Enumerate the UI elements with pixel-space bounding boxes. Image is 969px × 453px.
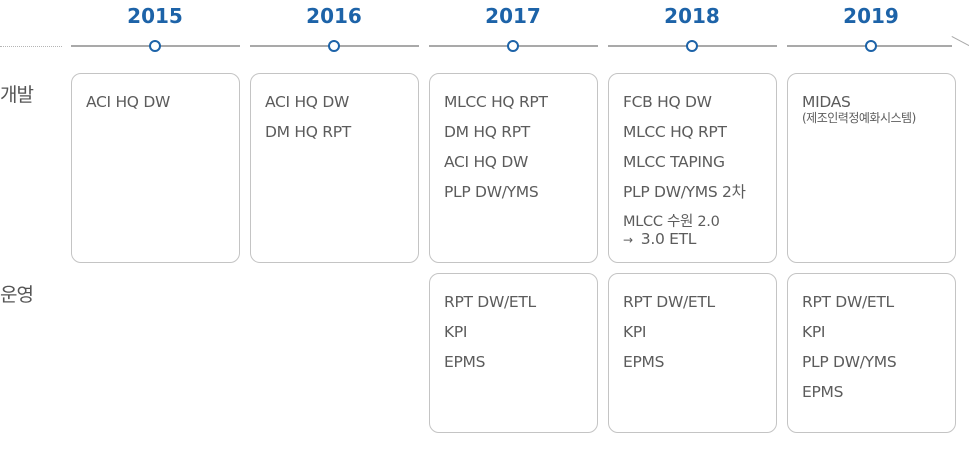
timeline-node-2015	[149, 40, 161, 52]
card-item: DM HQ RPT	[444, 123, 530, 141]
dev-card-2017: MLCC HQ RPT DM HQ RPT ACI HQ DW PLP DW/Y…	[429, 73, 598, 263]
card-item: ACI HQ DW	[265, 93, 349, 111]
year-2015: 2015	[127, 4, 183, 28]
card-item: MLCC TAPING	[623, 153, 725, 171]
dev-card-2019: MIDAS (제조인력정예화시스템)	[787, 73, 956, 263]
card-item: DM HQ RPT	[265, 123, 351, 141]
card-item: KPI	[623, 323, 647, 341]
year-2019: 2019	[843, 4, 899, 28]
timeline-start-dots	[0, 46, 62, 47]
card-item: MLCC 수원 2.0	[623, 214, 720, 230]
timeline-arrow-icon	[945, 36, 969, 57]
card-item-continuation: → 3.0 ETL	[623, 230, 776, 249]
dev-card-2015: ACI HQ DW	[71, 73, 240, 263]
card-item: PLP DW/YMS	[802, 353, 897, 371]
card-item: RPT DW/ETL	[623, 293, 715, 311]
card-item: PLP DW/YMS	[444, 183, 539, 201]
card-item-subtitle: (제조인력정예화시스템)	[802, 111, 916, 125]
row-label-dev: 개발	[0, 84, 34, 106]
card-item: EPMS	[802, 383, 844, 401]
card-item: KPI	[444, 323, 468, 341]
year-2017: 2017	[485, 4, 541, 28]
card-item: RPT DW/ETL	[444, 293, 536, 311]
timeline-node-2016	[328, 40, 340, 52]
card-item-text: 3.0 ETL	[640, 230, 697, 248]
card-item: FCB HQ DW	[623, 93, 712, 111]
card-item: MIDAS	[802, 93, 851, 111]
card-item: EPMS	[623, 353, 665, 371]
dev-card-2018: FCB HQ DW MLCC HQ RPT MLCC TAPING PLP DW…	[608, 73, 777, 263]
card-item: PLP DW/YMS 2차	[623, 183, 746, 201]
dev-card-2016: ACI HQ DW DM HQ RPT	[250, 73, 419, 263]
card-item: EPMS	[444, 353, 486, 371]
card-item: MLCC HQ RPT	[623, 123, 727, 141]
ops-card-2017: RPT DW/ETL KPI EPMS	[429, 273, 598, 433]
card-item: ACI HQ DW	[444, 153, 528, 171]
card-item: KPI	[802, 323, 826, 341]
timeline-node-2019	[865, 40, 877, 52]
ops-card-2019: RPT DW/ETL KPI PLP DW/YMS EPMS	[787, 273, 956, 433]
timeline-node-2017	[507, 40, 519, 52]
card-item: RPT DW/ETL	[802, 293, 894, 311]
timeline-node-2018	[686, 40, 698, 52]
year-2016: 2016	[306, 4, 362, 28]
ops-card-2018: RPT DW/ETL KPI EPMS	[608, 273, 777, 433]
card-item: ACI HQ DW	[86, 93, 170, 111]
year-2018: 2018	[664, 4, 720, 28]
card-item: MLCC HQ RPT	[444, 93, 548, 111]
row-label-ops: 운영	[0, 284, 34, 306]
arrow-right-icon: →	[623, 233, 633, 247]
